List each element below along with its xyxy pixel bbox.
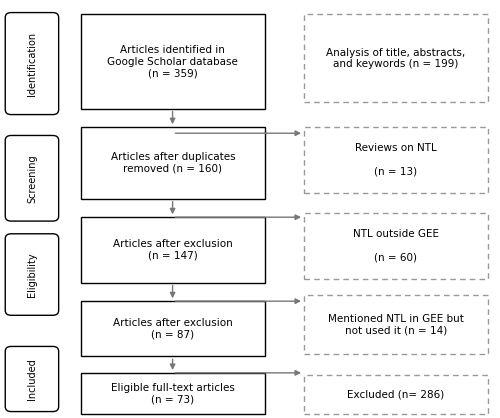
FancyBboxPatch shape <box>304 295 488 354</box>
FancyBboxPatch shape <box>304 213 488 279</box>
Text: Articles after exclusion
(n = 147): Articles after exclusion (n = 147) <box>113 239 232 261</box>
FancyBboxPatch shape <box>81 301 264 357</box>
Text: Articles identified in
Google Scholar database
(n = 359): Articles identified in Google Scholar da… <box>108 45 238 78</box>
Text: Identification: Identification <box>27 31 37 96</box>
Text: Eligibility: Eligibility <box>27 252 37 297</box>
Text: Excluded (n= 286): Excluded (n= 286) <box>347 389 444 399</box>
FancyBboxPatch shape <box>304 375 488 414</box>
FancyBboxPatch shape <box>5 347 59 412</box>
Text: Articles after exclusion
(n = 87): Articles after exclusion (n = 87) <box>113 318 232 339</box>
Text: Screening: Screening <box>27 154 37 203</box>
Text: Included: Included <box>27 358 37 400</box>
FancyBboxPatch shape <box>81 127 264 199</box>
FancyBboxPatch shape <box>5 234 59 315</box>
Text: Mentioned NTL in GEE but
not used it (n = 14): Mentioned NTL in GEE but not used it (n … <box>328 314 464 336</box>
Text: Articles after duplicates
removed (n = 160): Articles after duplicates removed (n = 1… <box>110 152 235 174</box>
Text: Eligible full-text articles
(n = 73): Eligible full-text articles (n = 73) <box>111 382 235 404</box>
FancyBboxPatch shape <box>5 135 59 221</box>
FancyBboxPatch shape <box>81 217 264 283</box>
Text: Reviews on NTL

(n = 13): Reviews on NTL (n = 13) <box>355 143 436 176</box>
FancyBboxPatch shape <box>81 14 264 109</box>
FancyBboxPatch shape <box>304 127 488 193</box>
FancyBboxPatch shape <box>81 373 264 414</box>
FancyBboxPatch shape <box>5 13 59 115</box>
Text: Analysis of title, abstracts,
and keywords (n = 199): Analysis of title, abstracts, and keywor… <box>326 48 466 69</box>
FancyBboxPatch shape <box>304 14 488 102</box>
Text: NTL outside GEE

(n = 60): NTL outside GEE (n = 60) <box>353 229 439 263</box>
